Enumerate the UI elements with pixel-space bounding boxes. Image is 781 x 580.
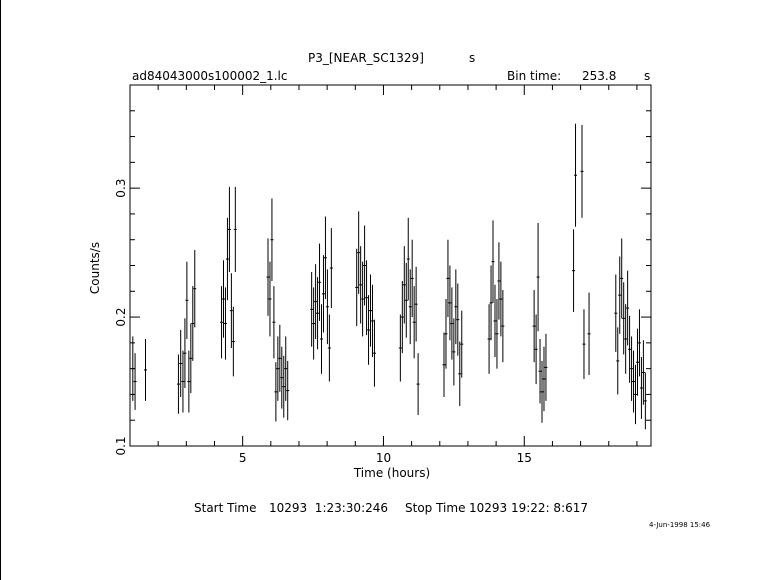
bin-time-unit: s	[644, 69, 651, 83]
y-tick-label: 0.1	[114, 436, 128, 455]
title-unit: s	[469, 51, 476, 65]
file-name-label: ad84043000s100002_1.lc	[132, 69, 288, 83]
x-axis-label: Time (hours)	[353, 466, 430, 480]
start-time-value: 10293 1:23:30:246	[269, 501, 389, 515]
plot-date-stamp: 4-Jun-1998 15:46	[649, 521, 711, 529]
x-tick-label: 15	[517, 451, 532, 465]
y-tick-label: 0.3	[114, 179, 128, 198]
stop-time-label: Stop Time	[405, 501, 466, 515]
axis-ticks	[129, 84, 651, 447]
plot-frame	[129, 84, 652, 447]
plot-title: P3_[NEAR_SC1329]	[308, 51, 424, 65]
left-border-line	[0, 0, 1, 580]
start-time-label: Start Time	[194, 501, 257, 515]
x-tick-label: 10	[376, 451, 391, 465]
y-tick-label: 0.2	[114, 308, 128, 327]
data-points	[131, 123, 647, 430]
axis-tick-labels: 5 10 15 0.1 0.2 0.3	[114, 179, 532, 465]
bin-time-label: Bin time:	[507, 69, 562, 83]
x-tick-label: 5	[239, 451, 247, 465]
bin-time-value: 253.8	[582, 69, 617, 83]
y-axis-label: Counts/s	[88, 242, 102, 294]
stop-time-value: 10293 19:22: 8:617	[469, 501, 589, 515]
